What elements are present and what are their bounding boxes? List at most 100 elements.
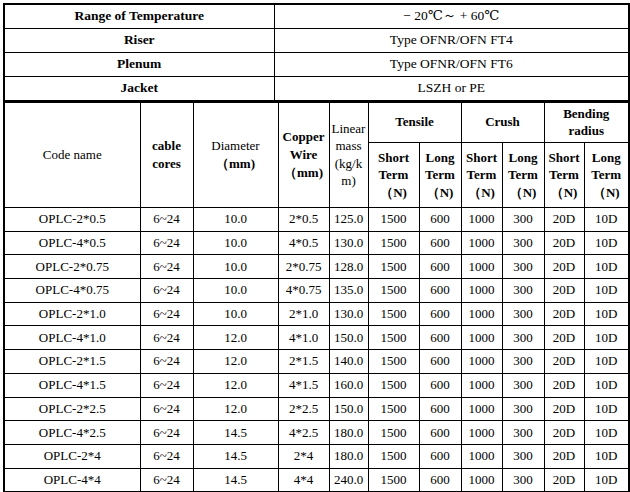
cell: 150.0 <box>329 397 368 421</box>
cell: 10D <box>584 350 629 374</box>
cell: 4*0.75 <box>278 279 329 303</box>
diameter-unit: （mm) <box>196 155 276 173</box>
col-header-bending-radius: Bending radius <box>544 102 629 143</box>
info-value-jacket: LSZH or PE <box>274 76 629 100</box>
cell: 300 <box>502 279 544 303</box>
cell: 10D <box>584 326 629 350</box>
cell: 6~24 <box>140 397 193 421</box>
cell: OPLC-2*4 <box>4 444 140 468</box>
cell: 300 <box>502 397 544 421</box>
cell: 1500 <box>368 421 419 445</box>
cell: 1000 <box>461 468 502 492</box>
cell: 10D <box>584 255 629 279</box>
cell: 1500 <box>368 255 419 279</box>
col-header-crush: Crush <box>461 102 544 143</box>
cell: 12.0 <box>193 397 278 421</box>
cell: 12.0 <box>193 326 278 350</box>
cell: 300 <box>502 255 544 279</box>
cell: 1500 <box>368 208 419 232</box>
cell: 300 <box>502 326 544 350</box>
cell: 2*1.0 <box>278 302 329 326</box>
info-label-riser: Riser <box>4 28 274 52</box>
cell: 6~24 <box>140 421 193 445</box>
cell: 1500 <box>368 397 419 421</box>
cell: 20D <box>544 468 584 492</box>
cell: 20D <box>544 279 584 303</box>
cell: 300 <box>502 468 544 492</box>
cell: 1500 <box>368 350 419 374</box>
cell: 1000 <box>461 421 502 445</box>
cell: 128.0 <box>329 255 368 279</box>
cell: 14.5 <box>193 444 278 468</box>
cell: 1000 <box>461 255 502 279</box>
cell: OPLC-4*0.5 <box>4 231 140 255</box>
cell: 1500 <box>368 302 419 326</box>
cell: 140.0 <box>329 350 368 374</box>
table-row: OPLC-4*0.56~2410.04*0.5130.0150060010003… <box>4 231 629 255</box>
cell: 1000 <box>461 350 502 374</box>
cell: 300 <box>502 208 544 232</box>
cell: 20D <box>544 421 584 445</box>
cell: 300 <box>502 350 544 374</box>
cell: OPLC-4*2.5 <box>4 421 140 445</box>
bending-short-term-header: Short Term （N) <box>544 143 584 208</box>
cell: 180.0 <box>329 444 368 468</box>
cell: 600 <box>419 444 461 468</box>
cell: 1000 <box>461 326 502 350</box>
cell: 10.0 <box>193 231 278 255</box>
cell: 1000 <box>461 444 502 468</box>
table-row: OPLC-4*0.756~2410.04*0.75135.01500600100… <box>4 279 629 303</box>
spec-table-body: OPLC-2*0.56~2410.02*0.5125.0150060010003… <box>4 208 629 492</box>
cell: 20D <box>544 208 584 232</box>
cell: 1000 <box>461 397 502 421</box>
info-value-riser: Type OFNR/OFN FT4 <box>274 28 629 52</box>
cell: 2*0.5 <box>278 208 329 232</box>
cell: 600 <box>419 421 461 445</box>
cell: 10D <box>584 373 629 397</box>
cell: 1500 <box>368 468 419 492</box>
cell: OPLC-4*1.0 <box>4 326 140 350</box>
cell: 20D <box>544 373 584 397</box>
cell: 4*1.0 <box>278 326 329 350</box>
cell: 600 <box>419 231 461 255</box>
cell: 600 <box>419 373 461 397</box>
crush-long-term-header: Long Term （N) <box>502 143 544 208</box>
cell: 1000 <box>461 302 502 326</box>
cell: 600 <box>419 468 461 492</box>
cell: 1500 <box>368 444 419 468</box>
cell: 10D <box>584 421 629 445</box>
info-row-plenum: Plenum Type OFNR/OFN FT6 <box>4 52 629 76</box>
info-table: Range of Temperature − 20℃～ + 60℃ Riser … <box>3 3 630 101</box>
cell: 10D <box>584 279 629 303</box>
cell: 6~24 <box>140 350 193 374</box>
cell: 4*2.5 <box>278 421 329 445</box>
cell: OPLC-4*1.5 <box>4 373 140 397</box>
cell: 180.0 <box>329 421 368 445</box>
cell: 4*1.5 <box>278 373 329 397</box>
col-header-linear-mass: Linear mass (kg/km) <box>329 102 368 208</box>
cell: 20D <box>544 326 584 350</box>
cell: 2*2.5 <box>278 397 329 421</box>
cell: 160.0 <box>329 373 368 397</box>
cell: 600 <box>419 302 461 326</box>
cell: 150.0 <box>329 326 368 350</box>
cell: 4*4 <box>278 468 329 492</box>
header-group-row: Code name cable cores Diameter （mm) Copp… <box>4 102 629 143</box>
cell: 240.0 <box>329 468 368 492</box>
cell: 6~24 <box>140 279 193 303</box>
cell: 300 <box>502 373 544 397</box>
info-row-temperature: Range of Temperature − 20℃～ + 60℃ <box>4 4 629 28</box>
cell: 14.5 <box>193 468 278 492</box>
cell: 300 <box>502 444 544 468</box>
cell: 1500 <box>368 373 419 397</box>
cell: 1000 <box>461 208 502 232</box>
info-label-range-of-temperature: Range of Temperature <box>4 4 274 28</box>
cell: 12.0 <box>193 350 278 374</box>
cell: 600 <box>419 279 461 303</box>
col-header-cable-cores: cable cores <box>140 102 193 208</box>
cell: 1500 <box>368 231 419 255</box>
cell: OPLC-2*0.75 <box>4 255 140 279</box>
table-row: OPLC-4*1.06~2412.04*1.0150.0150060010003… <box>4 326 629 350</box>
cell: OPLC-2*1.0 <box>4 302 140 326</box>
cell: 20D <box>544 350 584 374</box>
